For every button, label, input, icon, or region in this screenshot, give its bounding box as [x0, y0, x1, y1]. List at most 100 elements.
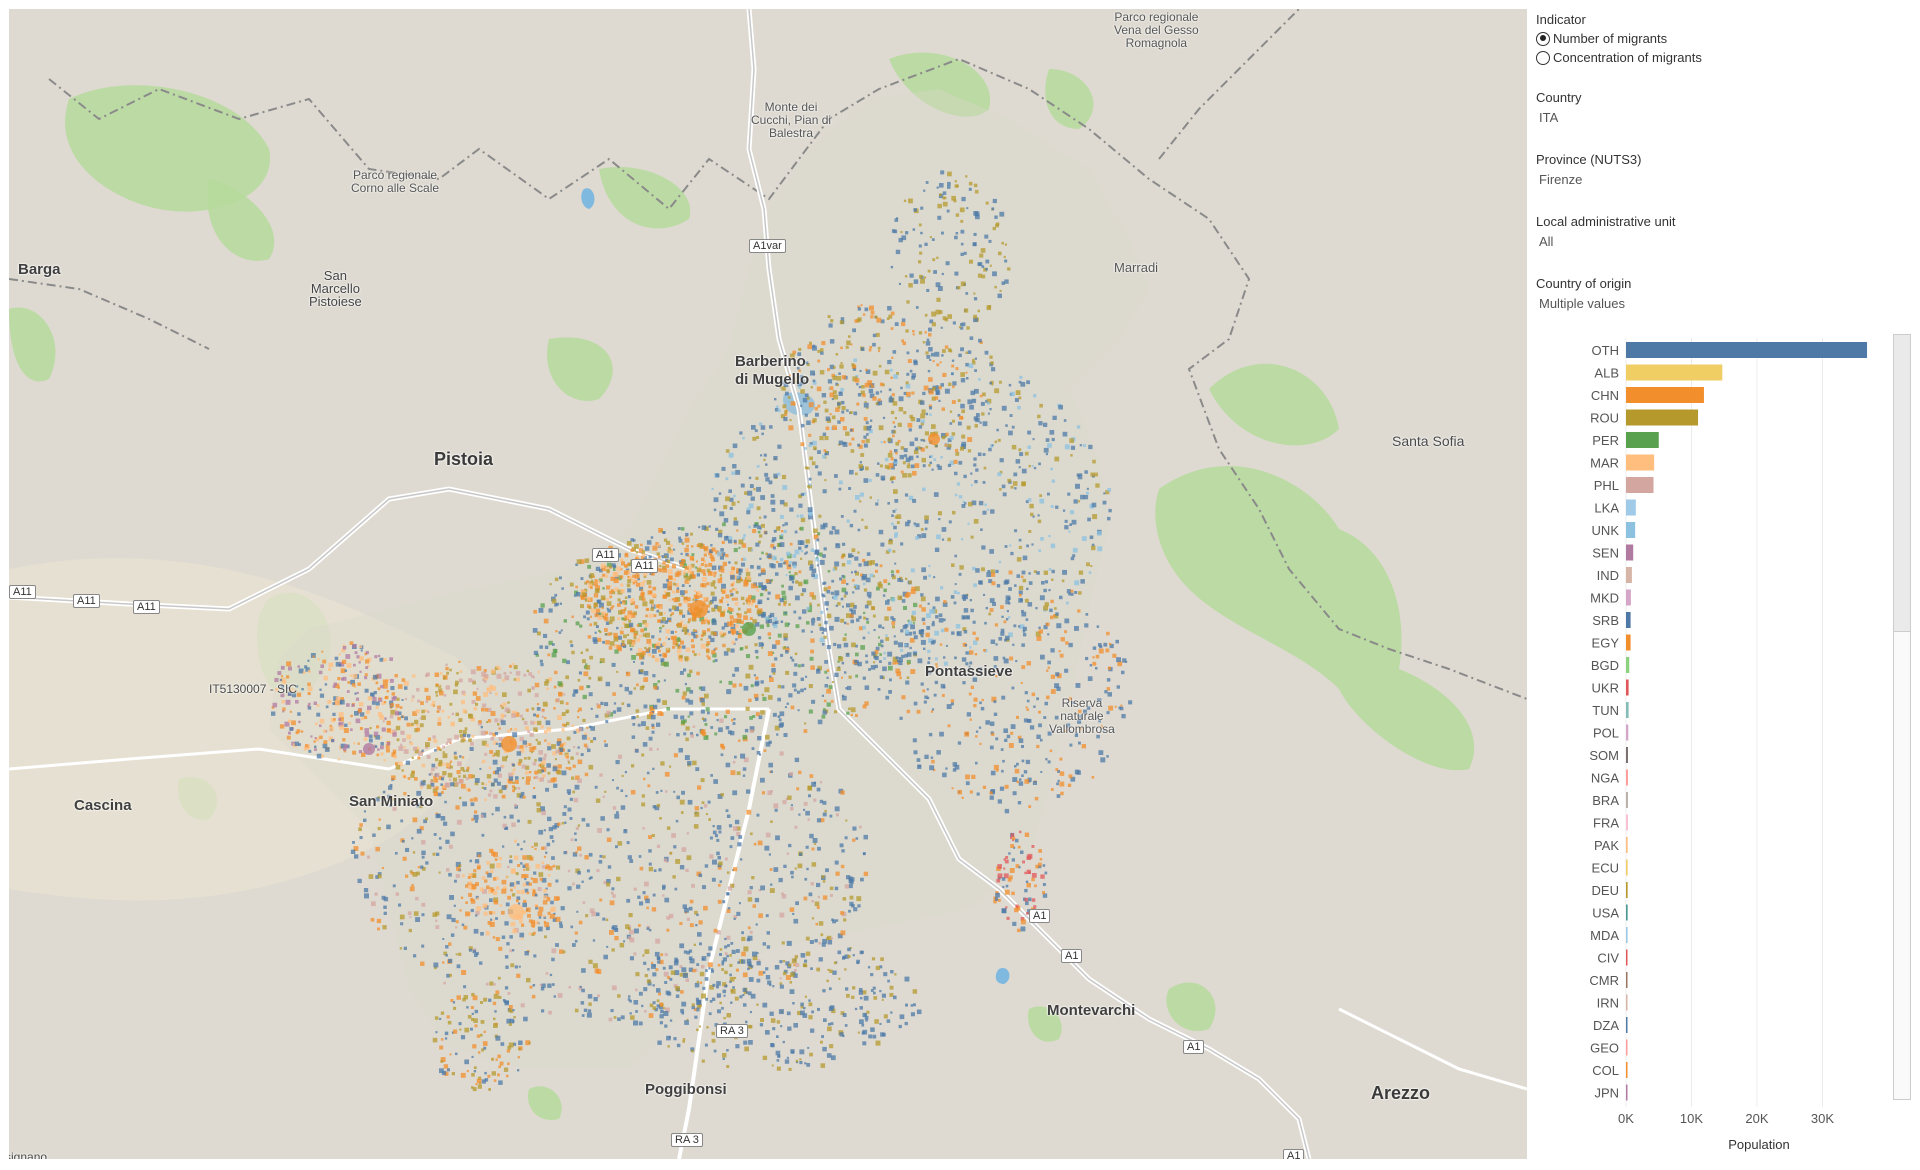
map-data-point[interactable]	[709, 554, 714, 559]
map-data-point[interactable]	[730, 836, 735, 840]
map-data-point[interactable]	[484, 783, 487, 786]
map-data-point[interactable]	[669, 977, 673, 981]
map-data-point[interactable]	[691, 644, 695, 649]
map-data-point[interactable]	[656, 748, 659, 751]
map-data-point[interactable]	[995, 769, 999, 772]
map-data-point[interactable]	[736, 771, 741, 776]
map-data-point[interactable]	[707, 800, 711, 804]
map-data-point[interactable]	[356, 691, 359, 694]
map-data-point[interactable]	[877, 398, 881, 402]
map-data-point[interactable]	[556, 865, 561, 870]
map-data-point[interactable]	[818, 921, 824, 926]
map-data-point[interactable]	[438, 837, 442, 840]
map-data-point[interactable]	[822, 554, 826, 558]
map-data-point[interactable]	[596, 579, 601, 584]
map-data-point[interactable]	[1012, 481, 1018, 486]
map-data-point[interactable]	[954, 493, 958, 497]
map-data-point[interactable]	[776, 561, 779, 563]
map-data-point[interactable]	[307, 706, 312, 710]
map-data-point[interactable]	[845, 431, 850, 436]
map-data-point[interactable]	[772, 672, 776, 675]
map-data-point[interactable]	[612, 710, 617, 714]
map-data-point[interactable]	[287, 691, 292, 696]
map-data-point[interactable]	[490, 669, 496, 674]
map-data-point[interactable]	[750, 684, 754, 688]
map-data-point[interactable]	[827, 586, 831, 590]
map-data-point[interactable]	[580, 604, 584, 609]
map-data-point[interactable]	[850, 619, 854, 624]
map-data-point[interactable]	[693, 653, 697, 657]
map-data-point[interactable]	[533, 721, 537, 725]
map-data-point[interactable]	[572, 745, 576, 749]
map-data-point[interactable]	[808, 684, 813, 689]
map-data-point[interactable]	[755, 476, 759, 480]
map-data-point[interactable]	[972, 677, 978, 682]
map-data-point[interactable]	[446, 868, 450, 872]
map-data-point[interactable]	[502, 823, 507, 828]
map-data-point[interactable]	[656, 803, 661, 808]
map-data-point[interactable]	[889, 450, 893, 453]
map-data-point[interactable]	[433, 739, 438, 743]
map-data-point[interactable]	[875, 473, 880, 477]
map-data-point[interactable]	[834, 427, 837, 430]
map-data-point[interactable]	[800, 557, 803, 560]
map-data-point[interactable]	[594, 785, 598, 789]
map-data-point[interactable]	[494, 718, 499, 723]
map-data-point[interactable]	[1001, 281, 1006, 285]
map-data-point[interactable]	[700, 638, 703, 641]
map-data-point[interactable]	[917, 534, 922, 539]
map-data-point[interactable]	[500, 765, 504, 769]
map-data-point[interactable]	[1125, 660, 1128, 663]
map-data-point[interactable]	[804, 413, 808, 417]
map-data-point[interactable]	[446, 671, 449, 675]
map-data-point[interactable]	[421, 944, 425, 948]
map-data-point[interactable]	[467, 882, 470, 886]
map-data-point[interactable]	[773, 529, 777, 533]
map-data-point[interactable]	[605, 640, 610, 645]
map-data-point[interactable]	[720, 548, 724, 552]
map-data-point[interactable]	[764, 472, 769, 477]
map-data-point[interactable]	[754, 649, 759, 654]
map-data-point[interactable]	[822, 895, 828, 900]
map-data-point[interactable]	[1050, 505, 1054, 508]
map-data-point[interactable]	[834, 860, 839, 865]
map-data-point[interactable]	[705, 997, 708, 1001]
map-data-point[interactable]	[635, 557, 638, 560]
map-data-point[interactable]	[891, 481, 894, 484]
map-data-point[interactable]	[765, 914, 769, 918]
map-data-point[interactable]	[624, 623, 629, 629]
map-data-point[interactable]	[571, 724, 574, 727]
map-data-point[interactable]	[934, 630, 939, 636]
map-data-point[interactable]	[842, 637, 847, 642]
map-data-point[interactable]	[469, 859, 473, 863]
map-data-point[interactable]	[660, 643, 664, 647]
map-data-point[interactable]	[591, 579, 594, 582]
map-data-point[interactable]	[543, 916, 547, 919]
map-data-point[interactable]	[898, 282, 901, 285]
map-data-point[interactable]	[609, 632, 613, 635]
map-data-point[interactable]	[870, 315, 874, 319]
map-data-point[interactable]	[903, 448, 908, 453]
map-data-point[interactable]	[651, 648, 657, 654]
map-data-point[interactable]	[393, 754, 397, 759]
map-data-point[interactable]	[293, 689, 297, 693]
map-data-point[interactable]	[649, 712, 654, 717]
map-data-point[interactable]	[773, 456, 778, 461]
map-data-point[interactable]	[879, 581, 882, 584]
map-data-point[interactable]	[606, 882, 611, 887]
map-data-point[interactable]	[829, 530, 834, 535]
map-data-point[interactable]	[480, 1001, 483, 1004]
map-data-point[interactable]	[703, 553, 707, 557]
map-data-point[interactable]	[389, 804, 393, 807]
map-data-point[interactable]	[420, 961, 425, 966]
map-data-point[interactable]	[862, 852, 866, 856]
map-data-point[interactable]	[631, 601, 636, 605]
map-data-point[interactable]	[1003, 580, 1008, 585]
map-data-point[interactable]	[548, 678, 551, 681]
map-data-point[interactable]	[879, 564, 883, 568]
map-data-point[interactable]	[572, 882, 575, 886]
map-data-point[interactable]	[857, 443, 861, 447]
map-data-point[interactable]	[710, 631, 715, 635]
map-data-point[interactable]	[489, 732, 493, 736]
map-data-point[interactable]	[563, 693, 566, 696]
